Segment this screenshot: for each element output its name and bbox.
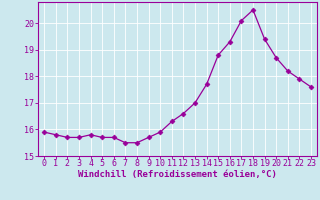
X-axis label: Windchill (Refroidissement éolien,°C): Windchill (Refroidissement éolien,°C): [78, 170, 277, 179]
